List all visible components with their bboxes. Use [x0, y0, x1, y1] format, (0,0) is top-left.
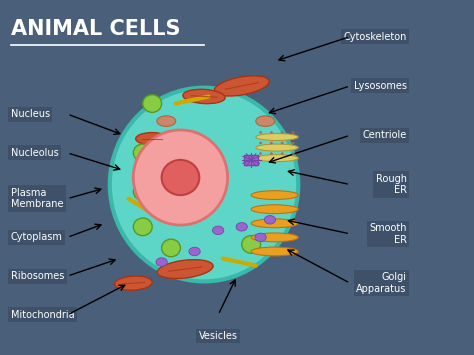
- Text: Nucleolus: Nucleolus: [11, 148, 59, 158]
- Ellipse shape: [251, 247, 298, 256]
- Ellipse shape: [110, 88, 298, 282]
- Ellipse shape: [281, 152, 283, 155]
- Text: Plasma
Membrane: Plasma Membrane: [11, 188, 64, 209]
- Ellipse shape: [115, 276, 152, 290]
- Ellipse shape: [157, 260, 213, 278]
- Ellipse shape: [270, 142, 273, 144]
- Ellipse shape: [156, 258, 167, 266]
- Text: Lysosomes: Lysosomes: [354, 81, 407, 91]
- Ellipse shape: [256, 133, 298, 141]
- Text: Mitochondria: Mitochondria: [11, 310, 74, 320]
- Ellipse shape: [236, 223, 247, 231]
- Ellipse shape: [133, 183, 152, 200]
- Text: Ribosomes: Ribosomes: [11, 271, 64, 281]
- Text: ANIMAL CELLS: ANIMAL CELLS: [11, 19, 180, 39]
- Ellipse shape: [270, 152, 273, 155]
- Ellipse shape: [133, 218, 152, 236]
- Ellipse shape: [251, 233, 298, 242]
- Ellipse shape: [183, 89, 225, 104]
- Text: Vesicles: Vesicles: [199, 331, 237, 341]
- Ellipse shape: [162, 239, 181, 257]
- Ellipse shape: [292, 131, 294, 133]
- Ellipse shape: [256, 144, 298, 151]
- Ellipse shape: [162, 160, 199, 195]
- Ellipse shape: [256, 155, 298, 162]
- Ellipse shape: [189, 247, 200, 256]
- Ellipse shape: [133, 144, 152, 162]
- Ellipse shape: [259, 152, 262, 155]
- Ellipse shape: [259, 131, 262, 133]
- Bar: [244, 155, 258, 165]
- Text: Cytoplasm: Cytoplasm: [11, 233, 63, 242]
- Ellipse shape: [292, 142, 294, 144]
- Text: Cytoskeleton: Cytoskeleton: [343, 32, 407, 42]
- Ellipse shape: [251, 205, 298, 214]
- Ellipse shape: [281, 131, 283, 133]
- Ellipse shape: [157, 116, 176, 126]
- Ellipse shape: [255, 233, 266, 242]
- Ellipse shape: [242, 236, 261, 253]
- Ellipse shape: [292, 152, 294, 155]
- Ellipse shape: [136, 132, 169, 145]
- Text: Golgi
Apparatus: Golgi Apparatus: [356, 272, 407, 294]
- Ellipse shape: [133, 130, 228, 225]
- Text: Smooth
ER: Smooth ER: [369, 223, 407, 245]
- Text: Nucleus: Nucleus: [11, 109, 50, 119]
- Ellipse shape: [264, 215, 276, 224]
- Ellipse shape: [259, 142, 262, 144]
- Ellipse shape: [281, 142, 283, 144]
- Ellipse shape: [270, 131, 273, 133]
- Ellipse shape: [251, 219, 298, 228]
- Ellipse shape: [212, 226, 224, 235]
- Ellipse shape: [143, 95, 162, 112]
- Text: Rough
ER: Rough ER: [375, 174, 407, 195]
- Ellipse shape: [256, 116, 275, 126]
- Ellipse shape: [214, 76, 269, 96]
- Text: Centriole: Centriole: [363, 130, 407, 140]
- Ellipse shape: [251, 191, 298, 200]
